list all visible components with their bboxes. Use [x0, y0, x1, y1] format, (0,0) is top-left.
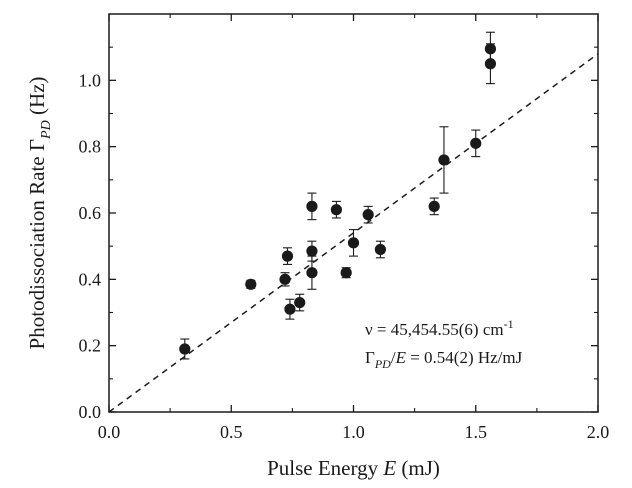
annotation-wavenumber-text: ν = 45,454.55(6) cm: [365, 320, 504, 339]
data-point: [340, 267, 352, 279]
y-tick-label: 0.0: [79, 402, 102, 422]
x-tick-label: 0.0: [98, 422, 121, 442]
y-tick-label: 0.4: [79, 269, 102, 289]
data-point: [330, 204, 342, 216]
annotation-slope: ΓPD/E = 0.54(2) Hz/mJ: [365, 348, 523, 371]
y-axis-title-unit: (Hz): [25, 77, 49, 121]
data-point: [306, 200, 318, 212]
annotation-slope-subscript: PD: [374, 357, 391, 371]
y-tick-label: 0.6: [79, 203, 102, 223]
y-tick-label: 0.2: [79, 336, 102, 356]
annotation-slope-symbol: Γ: [365, 348, 375, 367]
x-axis-title: Pulse Energy E (mJ): [267, 456, 440, 480]
axis-ticks: [108, 14, 599, 413]
y-axis-title-symbol: Γ: [25, 139, 49, 151]
data-point: [179, 343, 191, 355]
x-axis-title-var: E: [382, 456, 396, 480]
data-point: [347, 237, 360, 249]
data-point: [374, 243, 386, 256]
x-tick-label: 2.0: [587, 422, 610, 442]
annotation-slope-var: E: [395, 348, 407, 367]
data-point: [306, 245, 318, 257]
fit-line: [108, 53, 599, 413]
x-tick-label: 0.5: [220, 422, 243, 442]
data-point: [279, 273, 291, 285]
x-axis-title-unit: (mJ): [396, 456, 440, 480]
x-tick-label: 1.5: [465, 422, 488, 442]
data-point: [294, 296, 306, 309]
annotation-wavenumber-sup: -1: [504, 317, 514, 331]
annotation-slope-slash: /: [391, 348, 396, 367]
annotation-slope-value: = 0.54(2) Hz/mJ: [406, 348, 523, 367]
data-point: [281, 250, 294, 262]
data-point: [484, 58, 497, 70]
y-tick-label: 1.0: [79, 70, 102, 90]
data-point: [438, 154, 450, 166]
fit-line-layer: [108, 53, 599, 413]
x-axis-title-text: Pulse Energy: [267, 456, 383, 480]
data-point: [284, 303, 296, 315]
tick-labels: 0.0 0.5 1.0 1.5 2.0 0.0 0.2 0.4 0.6 0.8 1.0: [79, 70, 610, 442]
y-axis-title-subscript: PD: [39, 120, 54, 140]
data-point: [362, 209, 374, 221]
x-tick-label: 1.0: [342, 422, 365, 442]
data-point: [470, 137, 482, 149]
data-point: [306, 267, 318, 279]
y-axis-title-text: Photodissociation Rate: [25, 151, 49, 349]
y-tick-label: 0.8: [79, 137, 102, 157]
annotation-wavenumber: ν = 45,454.55(6) cm-1: [365, 317, 514, 339]
data-points-layer: [179, 31, 497, 360]
y-axis-title: Photodissociation Rate ΓPD (Hz): [25, 77, 54, 350]
data-point: [245, 278, 257, 290]
data-point: [428, 200, 440, 212]
